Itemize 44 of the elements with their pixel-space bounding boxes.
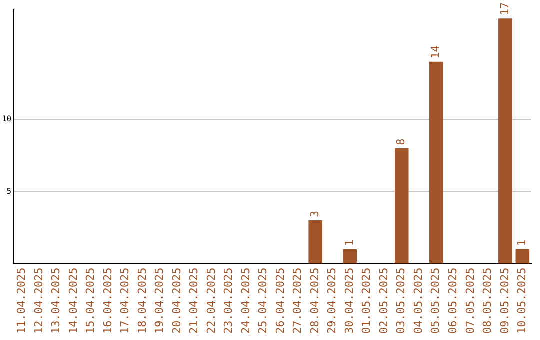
x-tick-label: 13.04.2025 bbox=[50, 268, 63, 334]
data-label: 8 bbox=[394, 138, 408, 146]
data-label: 1 bbox=[516, 240, 529, 246]
x-tick-label: 29.04.2025 bbox=[326, 268, 339, 334]
x-tick-label: 26.04.2025 bbox=[274, 268, 287, 334]
x-tick-label: 21.04.2025 bbox=[188, 268, 201, 334]
x-tick-label: 15.04.2025 bbox=[84, 268, 98, 334]
bar bbox=[308, 220, 323, 264]
x-tick-label: 01.05.2025 bbox=[360, 268, 374, 334]
bar bbox=[343, 249, 358, 264]
data-label: 14 bbox=[429, 45, 442, 59]
x-tick-label: 03.05.2025 bbox=[394, 268, 408, 334]
data-label: 1 bbox=[342, 240, 356, 246]
x-tick-label: 19.04.2025 bbox=[153, 268, 166, 334]
x-tick-label: 12.04.2025 bbox=[32, 268, 46, 334]
x-tick-label: 06.05.2025 bbox=[446, 268, 460, 334]
x-tick-label: 22.04.2025 bbox=[204, 268, 218, 334]
x-tick-label: 17.04.2025 bbox=[118, 268, 132, 334]
bar bbox=[429, 62, 444, 264]
x-tick-label: 05.05.2025 bbox=[429, 268, 442, 334]
x-tick-label: 14.04.2025 bbox=[66, 268, 80, 334]
x-tick-label: 25.04.2025 bbox=[256, 268, 270, 334]
y-tick-label: 5 bbox=[6, 186, 12, 196]
x-tick-label: 09.05.2025 bbox=[498, 268, 512, 334]
bar bbox=[498, 18, 512, 264]
x-tick-label: 24.04.2025 bbox=[239, 268, 252, 334]
y-tick-label: 10 bbox=[2, 114, 12, 124]
bar bbox=[394, 148, 409, 264]
x-tick-label: 27.04.2025 bbox=[291, 268, 304, 334]
x-tick-label: 08.05.2025 bbox=[481, 268, 494, 334]
x-tick-label: 02.05.2025 bbox=[377, 268, 390, 334]
x-tick-label: 18.04.2025 bbox=[136, 268, 149, 334]
x-tick-label: 04.05.2025 bbox=[412, 268, 425, 334]
bar bbox=[516, 249, 530, 264]
x-tick-label: 23.04.2025 bbox=[222, 268, 236, 334]
x-tick-label: 11.04.2025 bbox=[15, 268, 28, 334]
x-tick-label: 20.04.2025 bbox=[170, 268, 184, 334]
x-tick-label: 07.05.2025 bbox=[464, 268, 477, 334]
x-tick-label: 28.04.2025 bbox=[308, 268, 322, 334]
x-tick-label: 10.05.2025 bbox=[516, 268, 529, 334]
x-tick-label: 30.04.2025 bbox=[342, 268, 356, 334]
x-tick-label: 16.04.2025 bbox=[101, 268, 114, 334]
data-label: 3 bbox=[308, 210, 322, 218]
data-label: 17 bbox=[498, 2, 512, 16]
